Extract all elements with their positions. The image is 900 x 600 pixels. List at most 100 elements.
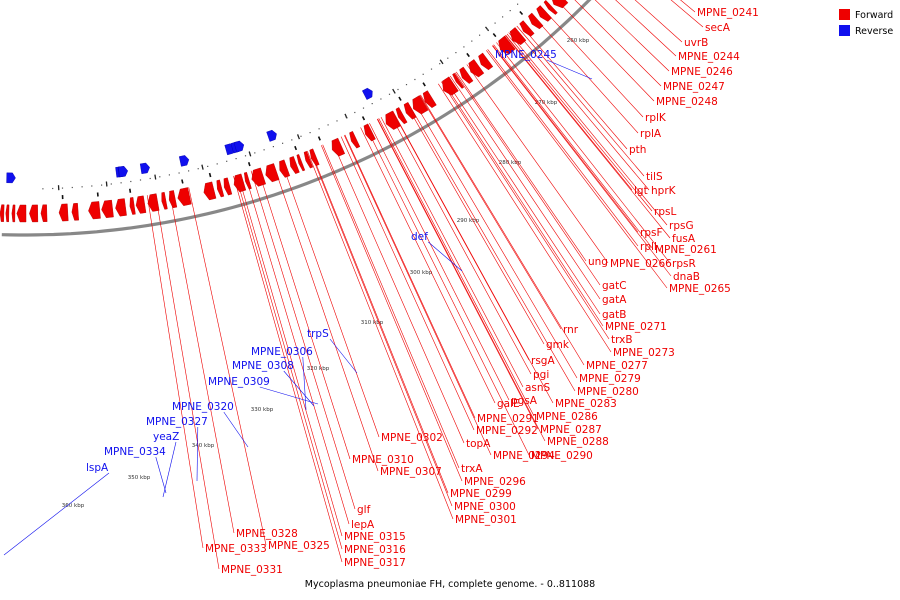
minor-tick: [291, 139, 293, 141]
forward-leader-line: [155, 193, 220, 570]
forward-gene-label: secA: [705, 22, 731, 34]
minor-tick: [479, 34, 481, 36]
forward-gene-label: MPNE_0265: [669, 283, 731, 295]
minor-tick: [455, 52, 457, 54]
forward-gene-label: uvrB: [684, 37, 708, 49]
forward-leader-line: [237, 174, 343, 537]
kbp-tick-label: 360 kbp: [62, 503, 85, 509]
kbp-tick-mark: [105, 181, 108, 187]
reverse-gene-label: MPNE_0245: [495, 49, 557, 61]
kbp-tick-label: 280 kbp: [499, 160, 522, 166]
forward-leader-line: [487, 49, 639, 247]
forward-gene-label: MPNE_0287: [540, 424, 602, 436]
reverse-gene-arrow: [178, 155, 190, 167]
forward-gene-arrow: [331, 137, 346, 157]
forward-leader-line: [516, 25, 645, 177]
forward-leader-line: [392, 110, 530, 361]
reverse-leader-line: [302, 356, 307, 411]
minor-tick: [502, 16, 504, 18]
reverse-gene-arrow: [266, 129, 277, 142]
minor-tick: [254, 152, 256, 154]
feature-mark: [294, 145, 298, 151]
minor-tick: [226, 160, 228, 162]
reverse-gene-arrow: [118, 166, 128, 178]
forward-leader-line: [441, 81, 610, 340]
forward-gene-label: MPNE_0244: [678, 51, 740, 63]
legend-reverse-swatch: [839, 25, 850, 36]
forward-gene-label: MPNE_0273: [613, 347, 675, 359]
forward-gene-arrow: [244, 171, 252, 190]
forward-leader-line: [344, 134, 476, 419]
feature-mark: [361, 116, 366, 121]
minor-tick: [405, 84, 408, 86]
forward-leader-line: [257, 168, 351, 460]
forward-gene-arrow: [251, 167, 266, 187]
minor-tick: [282, 142, 284, 144]
forward-gene-label: fusA: [672, 233, 696, 245]
forward-gene-label: MPNE_0331: [221, 564, 283, 576]
forward-leader-line: [505, 35, 671, 239]
minor-tick: [430, 68, 433, 70]
forward-leader-line: [438, 83, 612, 353]
reverse-leader-line: [283, 370, 315, 407]
forward-gene-label: rpsG: [669, 220, 694, 232]
minor-tick: [130, 180, 132, 183]
forward-leader-line: [574, 0, 662, 87]
forward-gene-arrow: [403, 102, 417, 120]
forward-gene-arrow: [498, 35, 516, 55]
minor-tick: [178, 172, 180, 174]
forward-gene-arrow: [528, 12, 544, 30]
forward-gene-arrow: [385, 110, 401, 130]
reverse-gene-arrow: [361, 87, 373, 100]
minor-tick: [509, 10, 511, 12]
forward-gene-label: trxB: [611, 334, 633, 346]
forward-gene-label: tilS: [646, 171, 663, 183]
forward-gene-arrow: [422, 90, 437, 109]
minor-tick: [71, 186, 73, 189]
forward-leader-line: [360, 127, 496, 404]
forward-leader-line: [519, 23, 628, 150]
forward-leader-line: [376, 118, 539, 430]
forward-gene-label: MPNE_0266: [610, 258, 672, 270]
forward-leader-line: [322, 144, 460, 469]
forward-gene-label: gatB: [602, 309, 626, 321]
kbp-tick-label: 320 kbp: [307, 366, 330, 372]
forward-leader-line: [506, 33, 653, 212]
forward-gene-label: MPNE_0333: [205, 543, 267, 555]
reverse-leader-line: [155, 456, 167, 494]
reverse-gene-arrow: [233, 140, 245, 153]
forward-leader-line: [405, 103, 545, 345]
forward-leader-line: [680, 0, 696, 13]
label-lines: [3, 0, 704, 570]
kbp-tick-label: 350 kbp: [128, 475, 151, 481]
forward-gene-label: MPNE_0316: [344, 544, 406, 556]
kbp-tick-mark: [392, 88, 396, 94]
forward-leader-line: [389, 112, 532, 375]
kbp-tick-label: 330 kbp: [251, 407, 274, 413]
minor-tick: [110, 183, 112, 185]
forward-gene-label: pth: [629, 144, 646, 156]
forward-gene-arrow: [442, 76, 459, 96]
kbp-tick-mark: [154, 174, 157, 180]
forward-gene-arrow: [468, 59, 485, 78]
minor-tick: [235, 158, 237, 160]
forward-gene-label: MPNE_0280: [577, 386, 639, 398]
forward-leader-line: [634, 0, 683, 43]
reverse-gene-label: MPNE_0306: [251, 346, 313, 358]
reverse-leader-line: [329, 338, 358, 374]
forward-leader-line: [420, 94, 585, 366]
forward-gene-arrow: [279, 159, 291, 178]
minor-tick: [263, 149, 265, 151]
minor-tick: [486, 28, 488, 30]
forward-leader-line: [169, 191, 235, 534]
forward-gene-arrow: [543, 0, 558, 15]
minor-tick: [120, 182, 122, 184]
feature-mark: [208, 172, 212, 178]
forward-gene-label: MPNE_0296: [464, 476, 526, 488]
minor-tick: [159, 176, 161, 178]
forward-gene-label: pgi: [533, 369, 549, 381]
forward-leader-line: [508, 32, 668, 226]
kbp-tick-label: 300 kbp: [410, 270, 433, 276]
minor-tick: [168, 174, 170, 176]
